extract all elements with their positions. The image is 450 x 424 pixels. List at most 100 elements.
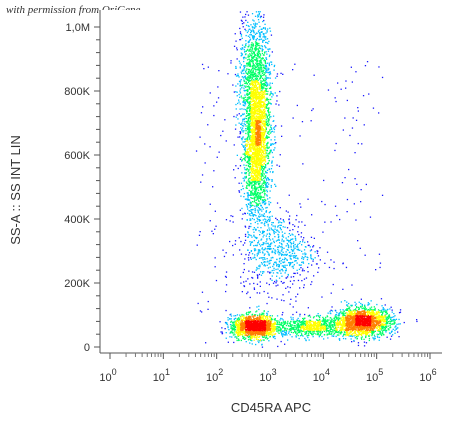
event-dot xyxy=(247,56,249,58)
event-dot xyxy=(314,327,316,330)
plot-area xyxy=(99,10,442,354)
event-dot xyxy=(250,209,252,211)
event-dot xyxy=(328,266,331,269)
event-dot xyxy=(256,193,259,195)
event-dot xyxy=(384,328,386,330)
event-dot xyxy=(234,240,237,242)
event-dot xyxy=(370,306,373,308)
event-dot xyxy=(385,323,387,325)
event-dot xyxy=(260,60,262,62)
event-dot xyxy=(246,49,248,51)
event-dot xyxy=(235,124,237,126)
event-dot xyxy=(282,219,284,221)
event-dot xyxy=(236,91,238,93)
event-dot xyxy=(298,268,301,270)
event-dot xyxy=(260,15,262,18)
event-dot xyxy=(244,149,246,151)
event-dot xyxy=(339,313,341,315)
event-dot xyxy=(330,321,332,324)
event-dot xyxy=(256,88,258,90)
event-dot xyxy=(246,68,248,70)
event-dot xyxy=(282,265,285,267)
event-dot xyxy=(256,268,258,270)
event-dot xyxy=(281,258,284,261)
event-dot xyxy=(253,271,256,273)
event-dot xyxy=(260,63,262,66)
event-dot xyxy=(330,319,332,321)
event-dot xyxy=(316,328,318,330)
event-dot xyxy=(249,311,251,313)
event-dot xyxy=(295,260,297,262)
event-dot xyxy=(246,11,248,13)
event-dot xyxy=(258,35,261,37)
event-dot xyxy=(294,235,296,237)
event-dot xyxy=(264,147,266,149)
event-dot xyxy=(245,81,247,83)
event-dot xyxy=(245,30,247,32)
event-dot xyxy=(253,89,256,91)
event-dot xyxy=(284,343,286,345)
event-dot xyxy=(365,333,367,336)
event-dot xyxy=(322,231,324,233)
event-dot xyxy=(341,331,343,334)
event-dot xyxy=(254,66,256,68)
event-dot xyxy=(250,225,252,228)
event-dot xyxy=(382,326,384,328)
event-dot xyxy=(386,329,388,332)
event-dot xyxy=(293,248,295,250)
event-dot xyxy=(240,156,242,159)
event-dot xyxy=(397,331,399,333)
event-dot xyxy=(260,117,262,119)
event-dot xyxy=(257,51,259,53)
event-dot xyxy=(303,326,305,328)
event-dot xyxy=(371,334,373,337)
event-dot xyxy=(284,323,286,325)
event-dot xyxy=(363,345,366,347)
event-dot xyxy=(245,152,247,154)
event-dot xyxy=(276,73,279,75)
event-dot xyxy=(252,208,254,211)
event-dot xyxy=(270,126,272,128)
event-dot xyxy=(347,334,350,337)
event-dot xyxy=(250,194,252,196)
event-dot xyxy=(265,41,267,44)
event-dot xyxy=(262,80,264,82)
event-dot xyxy=(289,322,291,324)
event-dot xyxy=(286,264,288,266)
event-dot xyxy=(257,67,259,69)
event-dot xyxy=(322,319,324,321)
event-dot xyxy=(280,272,282,274)
event-dot xyxy=(285,251,287,253)
event-dot xyxy=(336,324,338,326)
event-dot xyxy=(335,321,337,324)
event-dot xyxy=(295,332,297,334)
event-dot xyxy=(272,222,274,224)
event-dot xyxy=(372,311,374,313)
event-dot xyxy=(254,48,256,50)
event-dot xyxy=(249,177,251,179)
event-dot xyxy=(297,326,299,328)
event-dot xyxy=(264,124,266,126)
event-dot xyxy=(316,322,318,325)
event-dot xyxy=(243,69,245,71)
event-dot xyxy=(381,305,383,307)
event-dot xyxy=(260,147,262,149)
event-dot xyxy=(215,225,217,227)
event-dot xyxy=(258,42,260,45)
event-dot xyxy=(205,342,207,344)
event-dot xyxy=(241,69,243,71)
event-dot xyxy=(245,312,247,315)
event-dot xyxy=(255,90,257,92)
event-dot xyxy=(269,234,271,236)
event-dot xyxy=(263,261,265,263)
event-dot xyxy=(392,334,394,336)
event-dot xyxy=(244,103,246,105)
event-dot xyxy=(250,98,253,100)
event-dot xyxy=(219,321,221,323)
event-dot xyxy=(251,201,254,203)
event-dot xyxy=(241,97,243,99)
event-dot xyxy=(255,196,257,198)
event-dot xyxy=(252,193,254,195)
event-dot xyxy=(227,73,229,75)
event-dot xyxy=(222,130,224,132)
